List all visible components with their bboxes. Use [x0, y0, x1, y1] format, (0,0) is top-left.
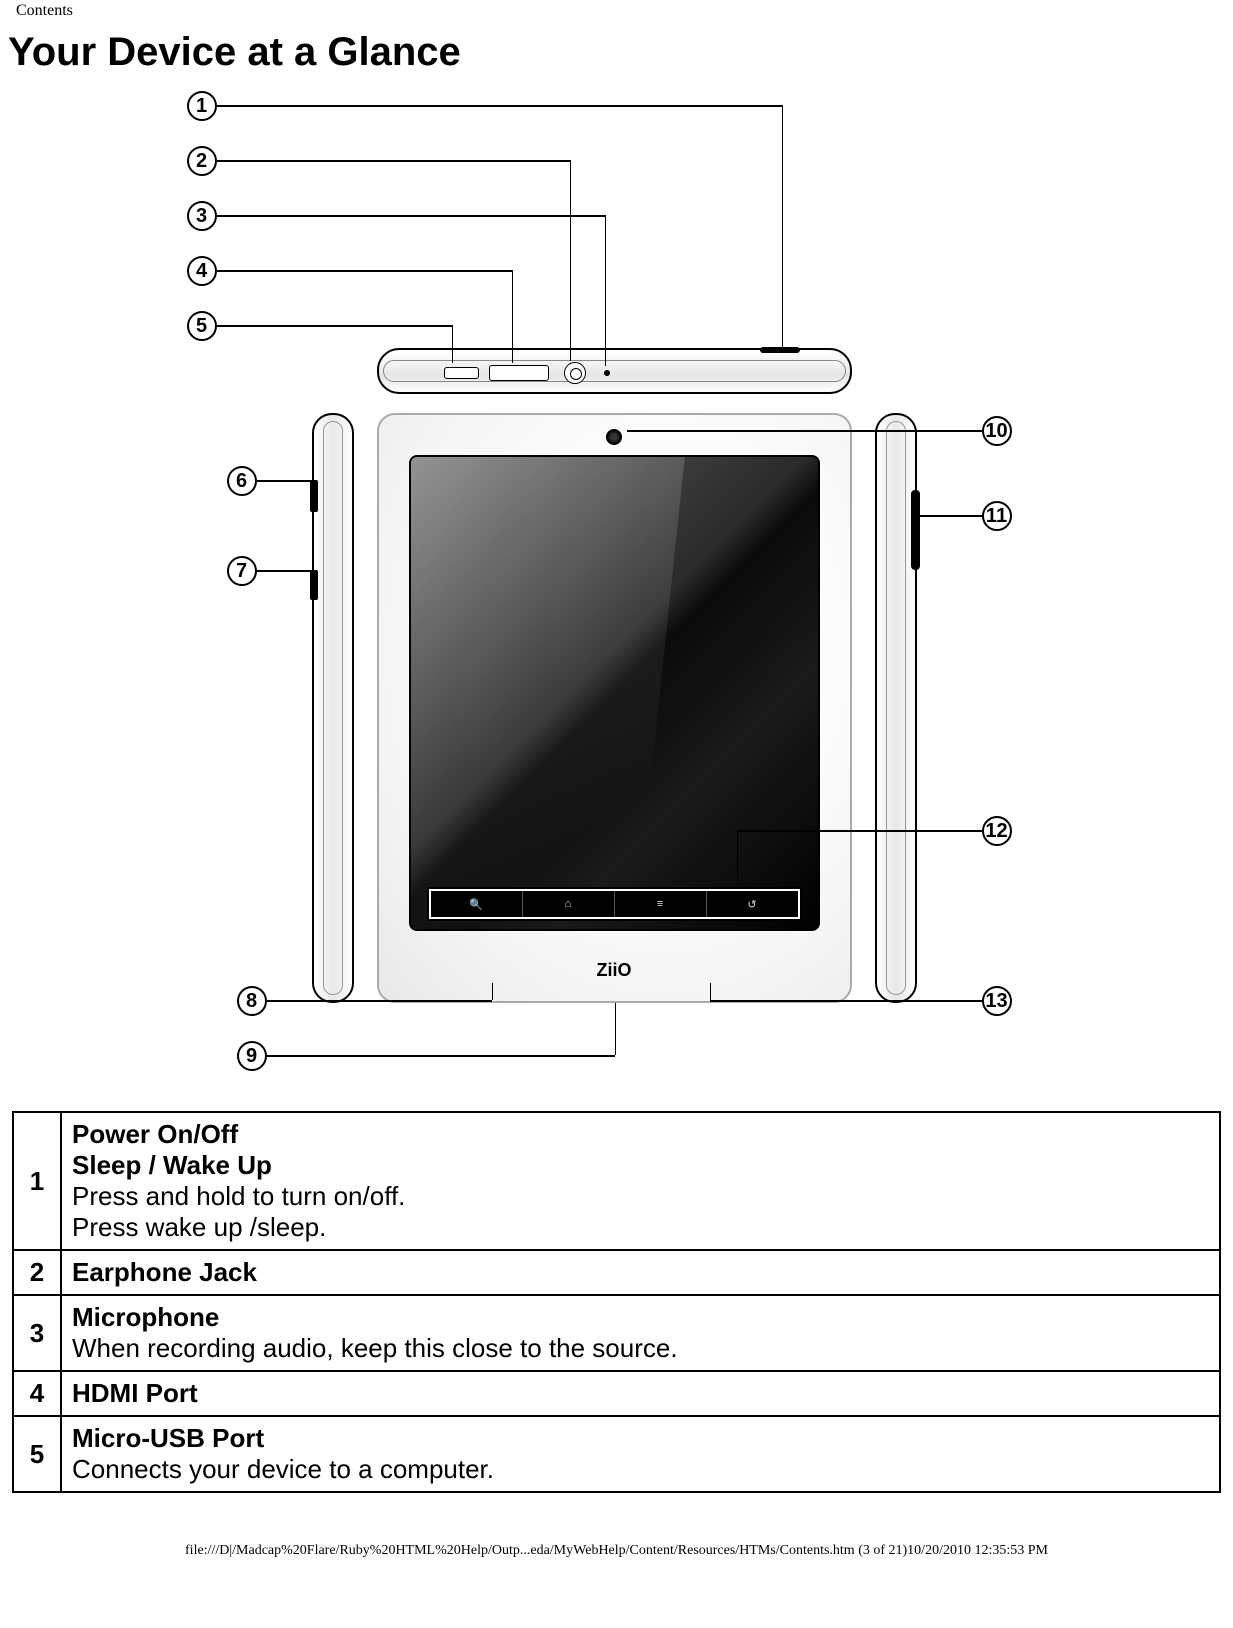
feature-description: When recording audio, keep this close to…	[72, 1333, 1209, 1364]
callout-13: 13	[982, 986, 1012, 1016]
front-camera-icon	[606, 429, 622, 445]
feature-title: Sleep / Wake Up	[72, 1150, 1209, 1181]
nav-icon: 🔍	[431, 891, 523, 917]
feature-title: Micro-USB Port	[72, 1423, 1209, 1454]
leader-line	[217, 215, 605, 217]
feature-number: 1	[13, 1112, 61, 1250]
leader-line	[257, 570, 312, 572]
feature-cell: HDMI Port	[61, 1371, 1220, 1416]
device-top-edge	[377, 348, 852, 394]
leader-line	[570, 160, 572, 361]
microphone-icon	[604, 370, 610, 376]
nav-icon: ↺	[707, 891, 798, 917]
leader-line	[217, 105, 782, 107]
device-logo: ZiiO	[379, 960, 850, 981]
device-screen	[409, 455, 820, 931]
callout-2: 2	[187, 146, 217, 176]
callout-8: 8	[237, 986, 267, 1016]
device-diagram: 🔍⌂≡↺ ZiiO 12345678910111213	[152, 91, 1082, 1081]
feature-cell: Earphone Jack	[61, 1250, 1220, 1295]
leader-line	[737, 830, 739, 883]
feature-description: Press wake up /sleep.	[72, 1212, 1209, 1243]
leader-line	[918, 515, 982, 517]
volume-rocker-icon	[911, 490, 920, 570]
leader-line	[217, 270, 512, 272]
callout-5: 5	[187, 311, 217, 341]
callout-12: 12	[982, 816, 1012, 846]
device-diagram-wrapper: 🔍⌂≡↺ ZiiO 12345678910111213	[0, 91, 1233, 1111]
feature-title: Power On/Off	[72, 1119, 1209, 1150]
feature-number: 5	[13, 1416, 61, 1492]
leader-line	[267, 1055, 615, 1057]
feature-title: Earphone Jack	[72, 1257, 1209, 1288]
nav-icon: ⌂	[523, 891, 615, 917]
callout-3: 3	[187, 201, 217, 231]
feature-cell: Power On/OffSleep / Wake UpPress and hol…	[61, 1112, 1220, 1250]
leader-line	[217, 160, 570, 162]
table-row: 2 Earphone Jack	[13, 1250, 1220, 1295]
hdmi-port-icon	[489, 365, 549, 381]
leader-line	[710, 983, 712, 1000]
callout-7: 7	[227, 556, 257, 586]
callout-1: 1	[187, 91, 217, 121]
left-side-slot-icon	[310, 570, 318, 600]
device-right-side	[875, 413, 917, 1003]
left-side-button-icon	[310, 480, 318, 512]
callout-11: 11	[982, 501, 1012, 531]
leader-line	[512, 270, 514, 363]
feature-number: 4	[13, 1371, 61, 1416]
page-title: Your Device at a Glance	[0, 30, 1233, 91]
feature-title: Microphone	[72, 1302, 1209, 1333]
page-header-label: Contents	[0, 0, 1233, 30]
callout-6: 6	[227, 466, 257, 496]
micro-usb-port-icon	[444, 367, 479, 379]
leader-line	[782, 105, 784, 348]
feature-description: Press and hold to turn on/off.	[72, 1181, 1209, 1212]
feature-description: Connects your device to a computer.	[72, 1454, 1209, 1485]
callout-4: 4	[187, 256, 217, 286]
nav-icon: ≡	[615, 891, 707, 917]
leader-line	[737, 830, 982, 832]
leader-line	[605, 215, 607, 366]
leader-line	[492, 983, 494, 1000]
leader-line	[627, 430, 982, 432]
callout-9: 9	[237, 1041, 267, 1071]
feature-number: 3	[13, 1295, 61, 1371]
feature-cell: MicrophoneWhen recording audio, keep thi…	[61, 1295, 1220, 1371]
device-left-side	[312, 413, 354, 1003]
table-row: 4 HDMI Port	[13, 1371, 1220, 1416]
feature-number: 2	[13, 1250, 61, 1295]
device-front-face: 🔍⌂≡↺ ZiiO	[377, 413, 852, 1003]
leader-line	[710, 1000, 982, 1002]
callout-10: 10	[982, 416, 1012, 446]
leader-line	[615, 1003, 617, 1055]
feature-title: HDMI Port	[72, 1378, 1209, 1409]
leader-line	[267, 1000, 492, 1002]
table-row: 5Micro-USB PortConnects your device to a…	[13, 1416, 1220, 1492]
page-footer-path: file:///D|/Madcap%20Flare/Ruby%20HTML%20…	[0, 1523, 1233, 1565]
leader-line	[452, 325, 454, 363]
features-table: 1Power On/OffSleep / Wake UpPress and ho…	[12, 1111, 1221, 1493]
leader-line	[257, 480, 312, 482]
power-button-icon	[760, 347, 800, 353]
table-row: 3MicrophoneWhen recording audio, keep th…	[13, 1295, 1220, 1371]
table-row: 1Power On/OffSleep / Wake UpPress and ho…	[13, 1112, 1220, 1250]
leader-line	[217, 325, 452, 327]
earphone-jack-icon	[564, 362, 586, 384]
feature-cell: Micro-USB PortConnects your device to a …	[61, 1416, 1220, 1492]
device-nav-bar: 🔍⌂≡↺	[429, 889, 800, 919]
